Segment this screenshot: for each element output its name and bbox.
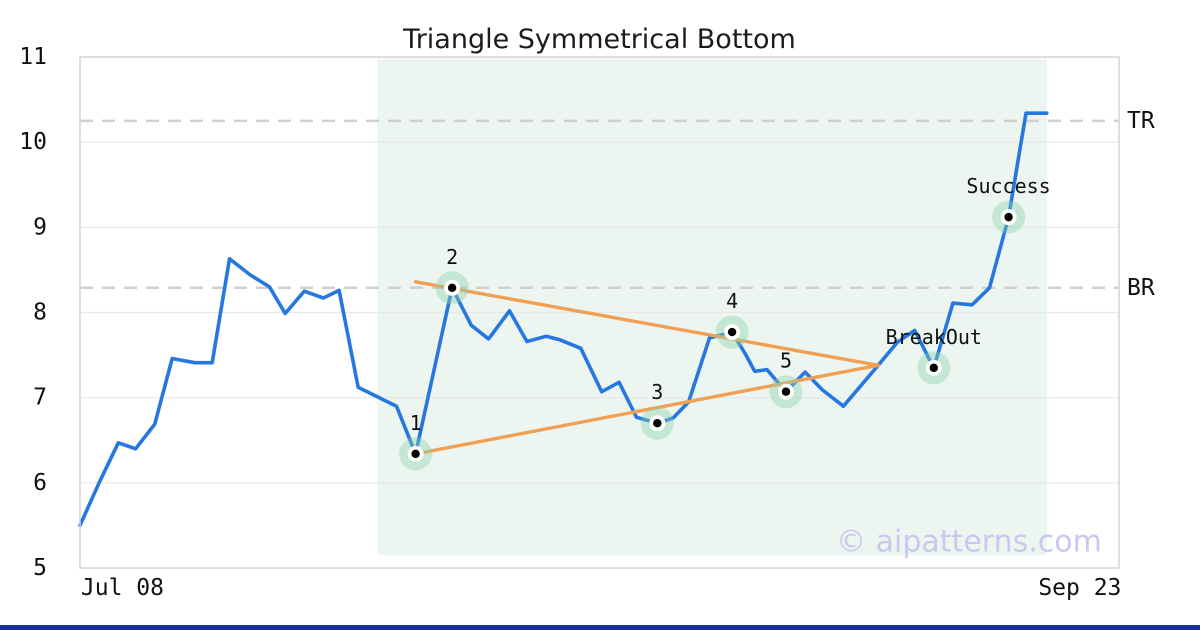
- point-label-success: Success: [966, 174, 1050, 198]
- pattern-zone: [377, 58, 1047, 556]
- y-tick-6: 6: [33, 470, 47, 496]
- bottom-accent-bar: [0, 625, 1200, 630]
- plot-border: [79, 56, 1120, 569]
- point-label-1: 1: [410, 411, 422, 435]
- x-tick-jul-08: Jul 08: [81, 575, 164, 601]
- trendline-lower: [413, 363, 880, 456]
- point-label-2: 2: [446, 245, 458, 269]
- point-label-4: 4: [726, 289, 738, 313]
- level-label-tr: TR: [1127, 108, 1155, 134]
- y-tick-5: 5: [33, 555, 47, 581]
- marker-dot-breakout: [929, 363, 939, 373]
- x-tick-sep-23: Sep 23: [1038, 575, 1121, 601]
- y-tick-10: 10: [19, 129, 47, 155]
- trendline-upper: [413, 280, 880, 368]
- marker-dot-4: [727, 327, 737, 337]
- point-label-5: 5: [780, 349, 792, 373]
- y-tick-11: 11: [19, 44, 47, 70]
- marker-dot-success: [1004, 212, 1013, 222]
- point-label-breakout: BreakOut: [886, 325, 982, 349]
- marker-dot-1: [411, 449, 420, 459]
- y-tick-8: 8: [33, 300, 47, 326]
- price-line: [78, 111, 1049, 528]
- level-label-br: BR: [1127, 275, 1155, 301]
- watermark: © aipatterns.com: [836, 525, 1102, 560]
- marker-dot-5: [781, 387, 791, 396]
- marker-dot-3: [653, 419, 662, 428]
- marker-dot-2: [447, 283, 457, 293]
- y-tick-9: 9: [33, 214, 47, 240]
- chart-title: Triangle Symmetrical Bottom: [403, 24, 796, 55]
- point-label-3: 3: [651, 380, 663, 404]
- y-tick-7: 7: [33, 385, 47, 411]
